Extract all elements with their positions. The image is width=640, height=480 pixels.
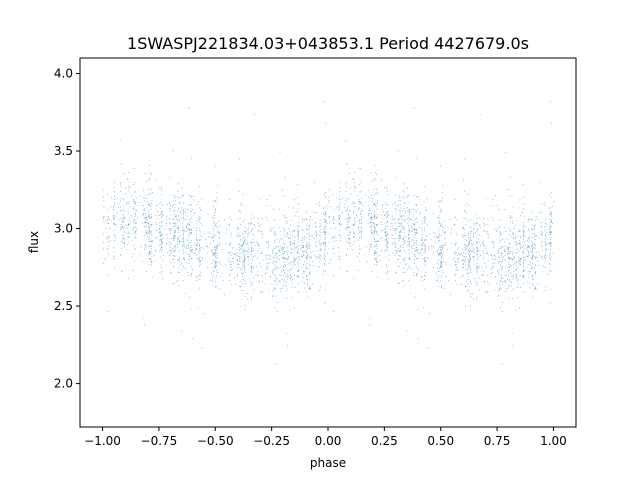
x-tick-label: −1.00 — [84, 434, 121, 448]
chart-title: 1SWASPJ221834.03+043853.1 Period 4427679… — [127, 34, 529, 53]
x-tick-label: −0.75 — [141, 434, 178, 448]
x-tick-label: 0.75 — [484, 434, 511, 448]
x-axis-label: phase — [310, 456, 346, 470]
y-tick-label: 2.5 — [54, 299, 73, 313]
x-tick-label: −0.50 — [197, 434, 234, 448]
scatter-points-series — [103, 100, 555, 365]
y-tick-label: 3.0 — [54, 222, 73, 236]
x-tick-label: −0.25 — [253, 434, 290, 448]
data-points — [103, 100, 555, 365]
y-axis-label: flux — [27, 231, 41, 253]
x-tick-label: 0.50 — [427, 434, 454, 448]
x-tick-label: 0.00 — [315, 434, 342, 448]
x-tick-label: 0.25 — [371, 434, 398, 448]
y-axis-ticks: 2.0 2.5 3.0 3.5 4.0 — [54, 67, 80, 391]
y-tick-label: 3.5 — [54, 144, 73, 158]
plot-frame — [79, 57, 577, 428]
x-tick-label: 1.00 — [540, 434, 567, 448]
y-tick-label: 2.0 — [54, 377, 73, 391]
y-tick-label: 4.0 — [54, 67, 73, 81]
x-axis-ticks: −1.00 −0.75 −0.50 −0.25 0.00 0.25 0.50 0.75 1.00 — [84, 427, 567, 448]
